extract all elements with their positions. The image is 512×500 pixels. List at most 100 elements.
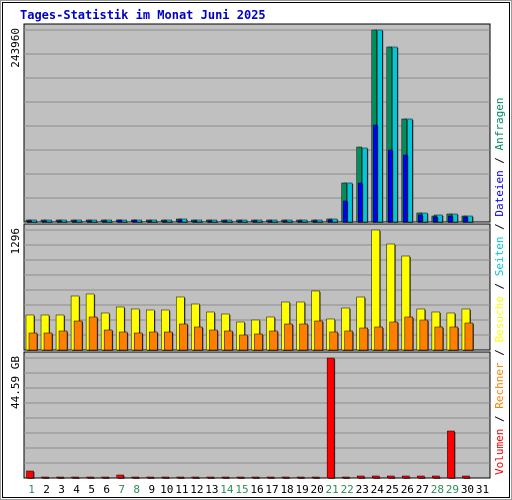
bar-shadow	[253, 222, 258, 223]
x-tick-label-day-6: 6	[103, 483, 110, 496]
bar-rechner-day-7	[118, 331, 128, 351]
bar-rechner-day-16	[254, 333, 263, 351]
bar-shadow	[147, 478, 155, 479]
bar-dateien-day-3	[57, 220, 62, 223]
bar-shadow	[237, 478, 245, 479]
bar-shadow	[343, 478, 351, 479]
x-tick-label-day-9: 9	[148, 483, 155, 496]
bar-dateien-day-27	[418, 214, 423, 223]
x-axis-labels: 1 2 3 4 5 6 7 8 9 10 11 12 13 14 15 16 17 18 19 20 21 22 23 24 2…	[28, 483, 489, 496]
bar-dateien-day-23	[357, 182, 363, 223]
bar-volumen-day-9	[146, 476, 155, 479]
bar-dateien-day-10	[162, 220, 168, 223]
bar-rechner-day-24	[374, 326, 383, 351]
x-tick-label-day-2: 2	[43, 483, 50, 496]
bar-volumen-day-30	[462, 475, 470, 479]
bar-volumen-day-23	[356, 475, 365, 479]
legend-item-seiten: Seiten	[493, 237, 506, 277]
bar-volumen-day-3	[56, 476, 64, 479]
bar-shadow	[208, 222, 213, 223]
bar-rechner-day-20	[314, 320, 323, 351]
x-tick-label-day-31: 31	[476, 483, 489, 496]
panel-3-max-label: 44.59 GB	[9, 356, 22, 409]
bar-rechner-day-14	[224, 330, 233, 351]
bar-dateien-day-17	[267, 220, 273, 223]
bar-shadow	[193, 222, 198, 223]
bar-shadow	[192, 478, 200, 479]
bar-volumen-day-14	[221, 476, 230, 479]
bar-volumen-day-22	[341, 476, 350, 479]
bar-rechner-day-9	[149, 331, 158, 351]
bar-dateien-day-11	[177, 219, 183, 223]
panel-2-max-label: 1296	[9, 228, 22, 255]
bar-dateien-day-6	[102, 220, 107, 223]
bar-rechner-day-5	[88, 316, 98, 351]
bar-rechner-day-23	[359, 327, 368, 351]
bar-rechner-day-13	[209, 329, 218, 351]
bar-rechner-day-28	[434, 326, 444, 351]
legend-item-rechner: Rechner	[493, 362, 506, 409]
x-tick-label-day-3: 3	[58, 483, 65, 496]
bar-dateien-day-24	[372, 124, 378, 223]
x-tick-label-day-12: 12	[190, 483, 203, 496]
bar-shadow	[177, 478, 185, 479]
x-tick-label-day-30: 30	[461, 483, 474, 496]
bar-rechner-day-15	[239, 334, 248, 351]
bar-dateien-day-18	[282, 220, 288, 223]
bar-dateien-day-8	[132, 219, 137, 223]
x-tick-label-day-17: 17	[265, 483, 278, 496]
bar-shadow	[28, 222, 33, 223]
legend-separator: /	[493, 276, 506, 296]
bar-shadow	[42, 478, 50, 479]
x-tick-label-day-18: 18	[280, 483, 293, 496]
bar-dateien-day-29	[448, 215, 453, 223]
x-tick-label-day-4: 4	[73, 483, 80, 496]
panel-2: 1296	[9, 223, 491, 351]
x-tick-label-day-14: 14	[220, 483, 234, 496]
legend-separator: /	[493, 409, 506, 429]
bar-rechner-day-4	[73, 320, 83, 351]
bar-shadow	[102, 478, 110, 479]
x-tick-label-day-28: 28	[431, 483, 444, 496]
bar-volumen-day-13	[206, 476, 215, 479]
x-tick-label-day-23: 23	[356, 483, 369, 496]
bar-shadow	[222, 478, 230, 479]
bar-shadow	[299, 222, 304, 223]
bar-shadow	[132, 478, 140, 479]
x-tick-label-day-13: 13	[205, 483, 218, 496]
bar-rechner-day-26	[404, 316, 414, 351]
bar-volumen-day-19	[296, 476, 305, 479]
x-tick-label-day-21: 21	[326, 483, 339, 496]
x-tick-label-day-26: 26	[401, 483, 414, 496]
bar-dateien-day-30	[463, 216, 468, 223]
bar-rechner-day-25	[389, 321, 399, 351]
bar-volumen-day-6	[101, 476, 109, 479]
bar-shadow	[58, 222, 63, 223]
bar-shadow	[57, 478, 65, 479]
bar-rechner-day-10	[164, 331, 173, 351]
x-tick-label-day-25: 25	[386, 483, 399, 496]
bar-shadow	[162, 478, 170, 479]
bar-volumen-day-2	[41, 476, 49, 479]
bar-volumen-day-21	[326, 357, 335, 479]
bar-rechner-day-8	[133, 332, 143, 351]
bar-shadow	[87, 478, 95, 479]
bar-shadow	[313, 478, 321, 479]
bar-shadow	[163, 222, 168, 223]
bar-dateien-day-1	[27, 220, 32, 223]
bar-volumen-day-15	[236, 476, 245, 479]
legend-separator: /	[493, 150, 506, 170]
bar-volumen-day-12	[191, 476, 200, 479]
bar-shadow	[223, 222, 228, 223]
bar-dateien-day-25	[388, 149, 393, 223]
bar-dateien-day-13	[207, 220, 213, 223]
bar-rechner-day-29	[449, 326, 459, 351]
x-tick-label-day-10: 10	[160, 483, 173, 496]
bar-volumen-day-16	[251, 476, 260, 479]
bar-shadow	[283, 478, 291, 479]
x-tick-label-day-7: 7	[118, 483, 125, 496]
bar-dateien-day-15	[237, 220, 243, 223]
x-tick-label-day-1: 1	[28, 483, 35, 496]
bar-volumen-day-7	[116, 474, 124, 479]
